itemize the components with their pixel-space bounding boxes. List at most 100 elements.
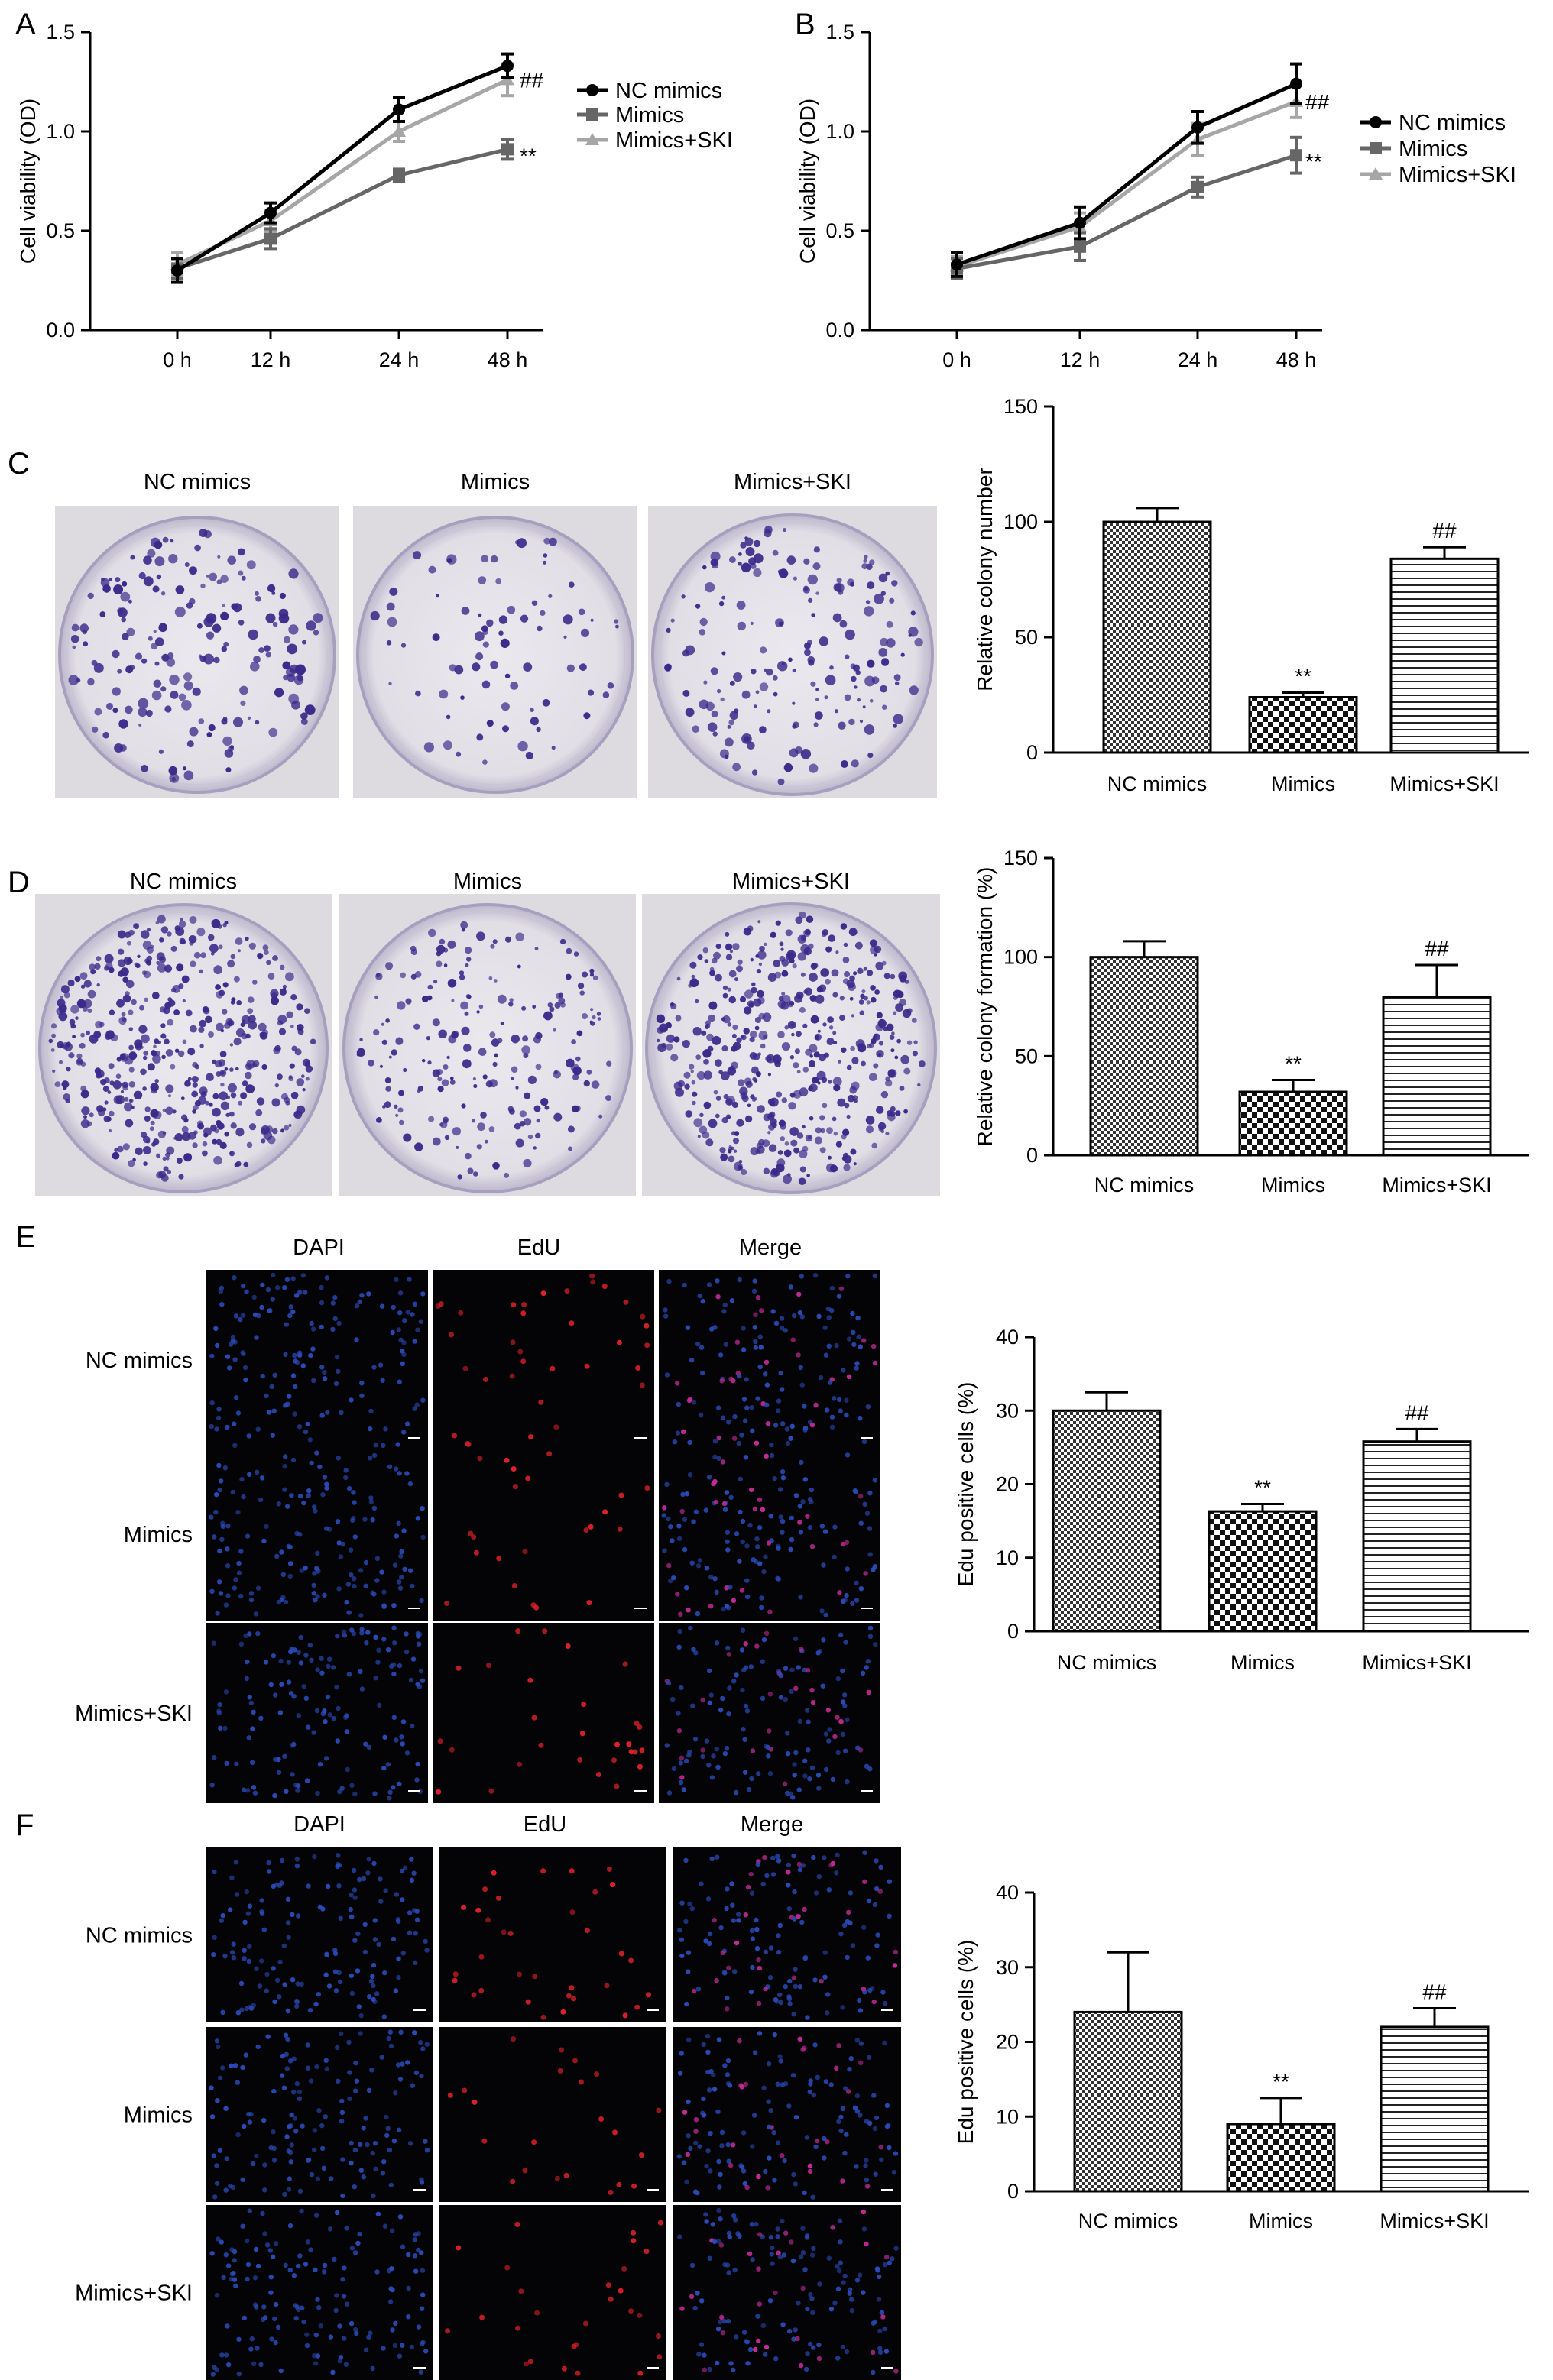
colony-dot bbox=[523, 1053, 529, 1058]
nucleus-dot bbox=[510, 1339, 516, 1345]
channel-label-edu: EdU bbox=[517, 1235, 560, 1260]
nucleus-dot bbox=[867, 1634, 874, 1639]
nucleus-dot bbox=[223, 1689, 229, 1695]
nucleus-dot bbox=[315, 1791, 320, 1796]
colony-dot bbox=[796, 991, 804, 999]
colony-dot bbox=[497, 994, 507, 1004]
nucleus-dot bbox=[703, 1938, 708, 1944]
colony-dot bbox=[725, 1114, 731, 1119]
nucleus-dot bbox=[347, 2070, 352, 2075]
colony-dot bbox=[701, 1030, 707, 1036]
nucleus-dot bbox=[351, 1867, 357, 1873]
colony-dot bbox=[288, 1076, 294, 1082]
nucleus-dot bbox=[517, 1761, 523, 1767]
nucleus-dot bbox=[259, 1304, 264, 1310]
nucleus-dot bbox=[637, 1763, 643, 1770]
colony-dot bbox=[833, 583, 842, 592]
colony-dot bbox=[437, 1086, 444, 1093]
nucleus-dot bbox=[330, 2369, 336, 2375]
colony-dot bbox=[241, 1015, 251, 1025]
nucleus-dot bbox=[387, 2147, 393, 2153]
colony-dot bbox=[246, 1060, 255, 1069]
data-point bbox=[1074, 240, 1086, 253]
colony-dot bbox=[511, 1066, 518, 1073]
colony-dot bbox=[482, 759, 488, 765]
nucleus-dot bbox=[384, 2114, 389, 2120]
nucleus-dot bbox=[809, 1499, 814, 1504]
nucleus-dot bbox=[676, 2154, 682, 2159]
colony-dot bbox=[59, 1060, 63, 1064]
nucleus-dot bbox=[297, 1532, 303, 1537]
colony-dot bbox=[912, 1051, 918, 1057]
colony-dot bbox=[885, 571, 890, 576]
colony-dot bbox=[699, 617, 708, 627]
nucleus-dot bbox=[861, 1439, 867, 1445]
colony-dot bbox=[229, 1151, 233, 1155]
nucleus-dot bbox=[790, 2073, 796, 2078]
nucleus-dot bbox=[274, 1882, 280, 1887]
panel-letter-A: A bbox=[15, 8, 36, 41]
colony-dot bbox=[886, 638, 896, 648]
nucleus-dot bbox=[258, 1497, 264, 1503]
colony-dot bbox=[736, 601, 746, 610]
nucleus-dot bbox=[773, 1320, 780, 1326]
nucleus-dot bbox=[846, 2089, 851, 2094]
nucleus-dot bbox=[342, 2265, 347, 2271]
colony-dot bbox=[855, 1039, 865, 1048]
nucleus-dot bbox=[231, 1955, 237, 1961]
nucleus-dot bbox=[827, 1380, 833, 1385]
nucleus-dot bbox=[716, 1435, 721, 1441]
nucleus-dot bbox=[265, 1287, 271, 1293]
colony-dot bbox=[749, 1052, 757, 1060]
colony-dot bbox=[757, 1145, 765, 1154]
nucleus-dot bbox=[399, 1734, 404, 1740]
nucleus-dot bbox=[336, 1540, 342, 1546]
nucleus-dot bbox=[796, 2301, 801, 2306]
nucleus-dot bbox=[742, 1737, 747, 1742]
colony-dot bbox=[825, 978, 831, 985]
nucleus-dot bbox=[352, 1534, 358, 1540]
colony-dot bbox=[58, 1012, 68, 1022]
colony-dot bbox=[822, 1022, 827, 1027]
nucleus-dot bbox=[238, 1980, 245, 1987]
nucleus-dot bbox=[315, 2353, 321, 2359]
colony-dot bbox=[117, 1145, 124, 1153]
nucleus-dot bbox=[730, 1902, 735, 1908]
colony-dot bbox=[461, 607, 470, 615]
nucleus-dot bbox=[413, 1931, 418, 1936]
nucleus-dot bbox=[271, 1966, 276, 1971]
legend-label: NC mimics bbox=[1399, 111, 1506, 135]
nucleus-dot bbox=[786, 1996, 793, 2002]
nucleus-dot bbox=[700, 1370, 705, 1376]
colony-dot bbox=[768, 1123, 775, 1131]
nucleus-dot bbox=[287, 2058, 293, 2064]
nucleus-dot bbox=[339, 2110, 345, 2116]
colony-dot bbox=[443, 1116, 449, 1123]
nucleus-dot bbox=[679, 1685, 684, 1691]
nucleus-dot bbox=[336, 1586, 342, 1592]
colony-dot bbox=[502, 725, 509, 733]
nucleus-dot bbox=[809, 2296, 815, 2301]
nucleus-dot bbox=[297, 2089, 303, 2095]
colony-dot bbox=[443, 963, 448, 967]
colony-dot bbox=[478, 1004, 484, 1009]
colony-dot bbox=[222, 982, 229, 988]
nucleus-dot bbox=[693, 1650, 699, 1656]
nucleus-dot bbox=[272, 2316, 277, 2322]
colony-dot bbox=[460, 695, 465, 700]
nucleus-dot bbox=[323, 1972, 329, 1977]
colony-dot bbox=[813, 546, 820, 553]
colony-dot bbox=[199, 1019, 206, 1028]
colony-dot bbox=[590, 1008, 594, 1012]
nucleus-dot bbox=[788, 1436, 793, 1441]
nucleus-dot bbox=[799, 1274, 805, 1279]
nucleus-dot bbox=[677, 2234, 682, 2239]
nucleus-dot bbox=[644, 1485, 650, 1491]
colony-dot bbox=[845, 629, 855, 640]
colony-dot bbox=[909, 685, 919, 695]
nucleus-dot bbox=[407, 2141, 413, 2146]
colony-dot bbox=[760, 646, 767, 654]
nucleus-dot bbox=[822, 2136, 827, 2142]
nucleus-dot bbox=[368, 1408, 374, 1414]
nucleus-dot bbox=[325, 1410, 330, 1415]
